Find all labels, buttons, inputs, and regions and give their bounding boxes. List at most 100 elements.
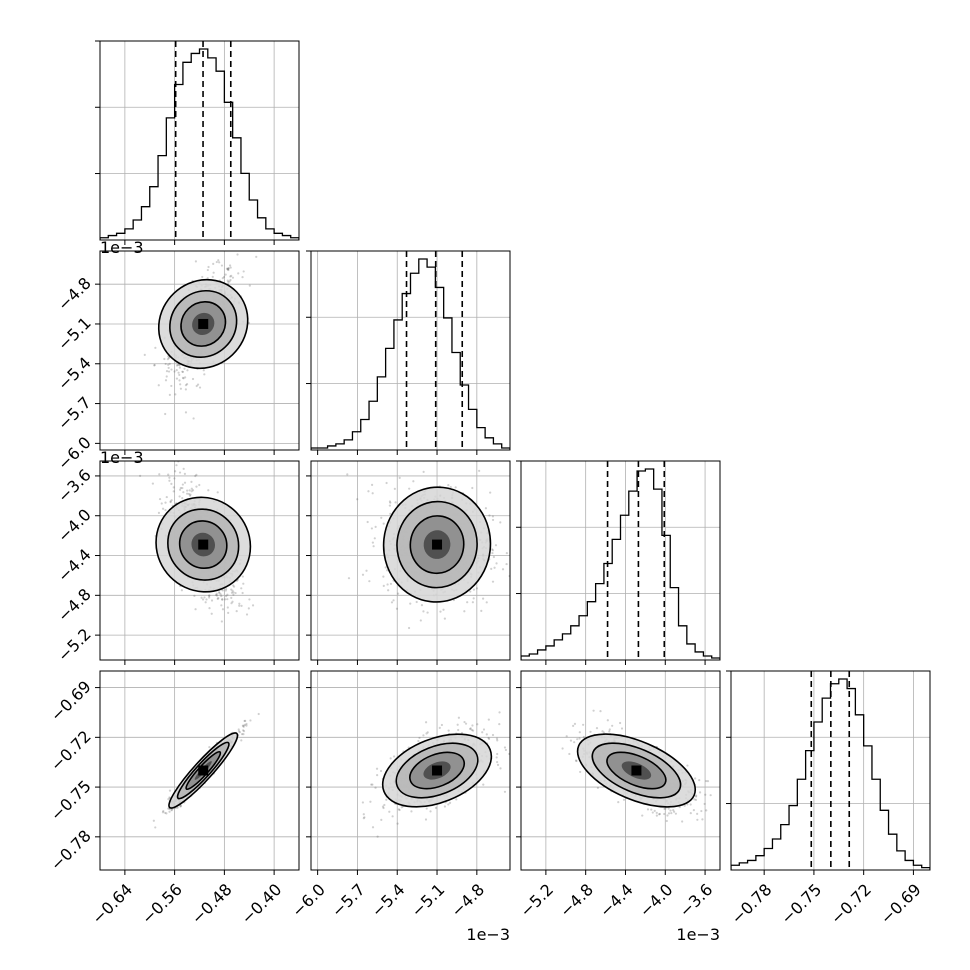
sample-point — [212, 262, 215, 265]
sample-point — [426, 611, 429, 614]
sample-point — [172, 486, 175, 489]
sample-point — [438, 726, 441, 729]
sample-point — [602, 731, 605, 734]
sample-point — [221, 598, 224, 601]
sample-point — [183, 367, 186, 370]
sample-point — [362, 817, 365, 820]
x-tick-label: −0.40 — [237, 880, 285, 928]
sample-point — [229, 266, 232, 269]
panel-frame — [520, 460, 721, 661]
sample-point — [371, 541, 374, 544]
sample-point — [347, 577, 351, 580]
sample-point — [184, 388, 187, 391]
sample-point — [515, 728, 517, 730]
panel-frame — [730, 670, 931, 871]
scatter-panel: −0.64 −0.56 −0.48 −0.40 −0.78−0.75−0.72−0.69 — [47, 670, 300, 928]
sample-point — [457, 728, 460, 732]
sample-point — [143, 353, 146, 356]
sample-point — [356, 498, 359, 501]
sample-point — [573, 722, 577, 725]
sample-point — [457, 716, 460, 719]
sample-point — [376, 774, 379, 777]
sample-point — [168, 476, 171, 479]
sample-point — [186, 369, 189, 372]
sample-point — [220, 594, 223, 598]
sample-point — [240, 604, 243, 607]
sample-point — [237, 728, 240, 731]
sample-point — [164, 508, 167, 512]
sample-point — [232, 584, 235, 587]
sample-point — [482, 783, 485, 786]
sample-point — [484, 507, 488, 510]
sample-point — [194, 474, 197, 478]
sample-point — [218, 261, 221, 264]
sample-point — [178, 471, 182, 474]
sample-point — [491, 515, 495, 518]
panel-frame — [310, 460, 511, 661]
sample-point — [582, 735, 585, 739]
sample-point — [478, 469, 481, 472]
sample-point — [174, 470, 177, 473]
sample-point — [672, 810, 676, 813]
sample-point — [186, 489, 189, 492]
sample-point — [490, 567, 493, 570]
density-peak — [198, 318, 209, 329]
sample-point — [183, 472, 187, 475]
sample-point — [175, 377, 179, 380]
sample-point — [658, 813, 661, 816]
sample-point — [230, 602, 233, 605]
sample-point — [168, 810, 171, 813]
sample-point — [212, 271, 215, 274]
sample-point — [370, 783, 373, 786]
sample-point — [664, 807, 667, 810]
sample-point — [242, 725, 245, 728]
sample-point — [400, 806, 403, 809]
sample-point — [398, 808, 401, 812]
sample-point — [247, 607, 250, 610]
sample-point — [394, 501, 397, 504]
histogram-panel: −0.78 −0.75 −0.72 −0.69 — [726, 670, 931, 928]
sample-point — [599, 709, 602, 713]
sample-point — [579, 770, 582, 774]
sample-point — [379, 769, 383, 773]
sample-point — [703, 802, 706, 806]
scatter-panel: −5.2−4.8−4.4−4.0−3.6 — [516, 670, 721, 921]
sample-point — [573, 741, 576, 744]
sample-point — [496, 739, 499, 742]
x-tick-label: −0.64 — [88, 880, 136, 928]
sample-point — [232, 585, 236, 588]
x-tick-label: −5.1 — [407, 880, 448, 921]
sample-point — [658, 812, 661, 816]
sample-point — [665, 819, 668, 823]
sample-point — [236, 253, 239, 256]
sample-point — [183, 481, 187, 484]
sample-point — [471, 724, 474, 727]
sample-point — [389, 512, 392, 515]
sample-point — [237, 272, 240, 275]
sample-point — [491, 549, 494, 552]
sample-point — [370, 527, 373, 530]
sample-point — [499, 767, 502, 770]
sample-point — [228, 280, 231, 283]
sample-point — [240, 739, 243, 742]
sample-point — [505, 552, 508, 555]
sample-point — [167, 366, 170, 370]
sample-point — [169, 500, 172, 504]
y-tick-label: −0.78 — [47, 826, 95, 874]
sample-point — [164, 362, 167, 366]
sample-point — [179, 387, 183, 390]
sample-point — [243, 719, 246, 723]
y-offset-label: 1e−3 — [100, 448, 144, 467]
histogram-step — [731, 678, 930, 870]
sample-point — [231, 600, 234, 603]
sample-point — [485, 733, 488, 736]
sample-point — [565, 735, 568, 738]
sample-point — [410, 810, 413, 813]
sample-point — [651, 811, 654, 814]
sample-point — [179, 804, 183, 807]
sample-point — [456, 723, 459, 726]
sample-point — [696, 812, 699, 815]
sample-point — [592, 709, 595, 712]
sample-point — [201, 275, 204, 279]
sample-point — [224, 589, 227, 592]
